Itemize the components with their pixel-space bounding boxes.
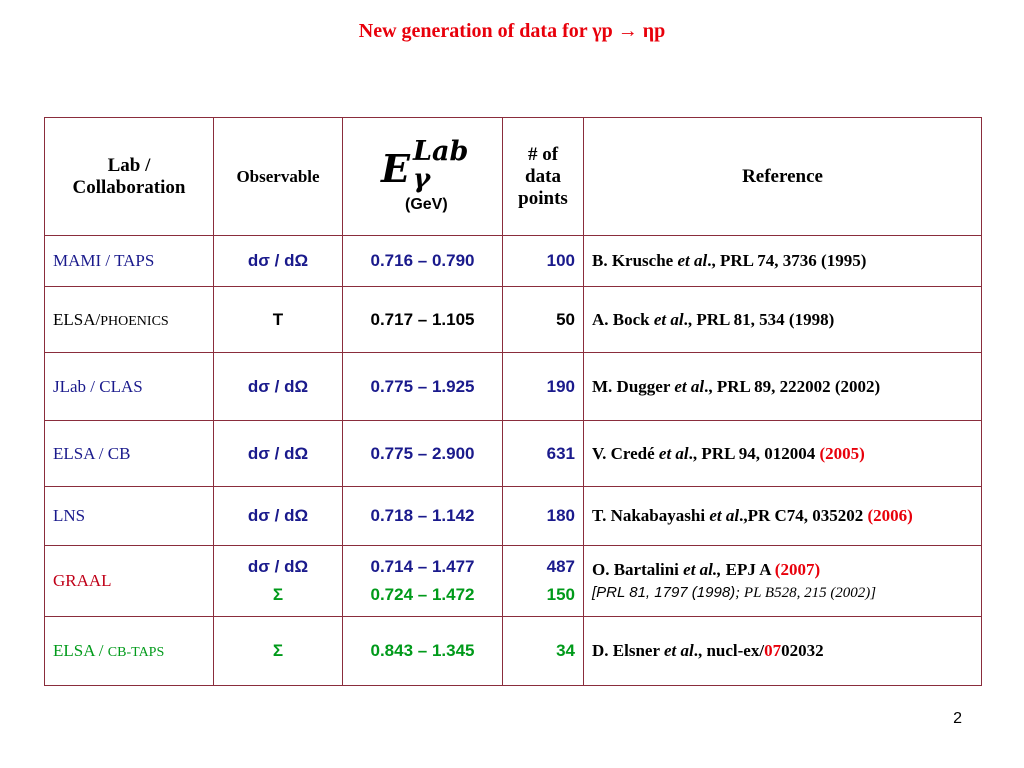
energy-cell: 0.843 – 1.345 bbox=[342, 616, 503, 686]
observable-cell: dσ / dΩ bbox=[213, 486, 343, 546]
slide-title: New generation of data for γp → ηp bbox=[358, 20, 666, 42]
energy-cell: 0.775 – 2.900 bbox=[342, 420, 503, 487]
table-row: ELSA / CB-TAPS Σ 0.843 – 1.345 34 D. Els… bbox=[44, 616, 982, 686]
reference-cell: D. Elsner et al., nucl-ex/0702032 bbox=[583, 616, 982, 686]
energy-cell: 0.718 – 1.142 bbox=[342, 486, 503, 546]
observable-cell: dσ / dΩ bbox=[213, 235, 343, 287]
observable-cell: dσ / dΩ bbox=[213, 352, 343, 421]
header-observable: Observable bbox=[213, 117, 343, 236]
lab-cell: ELSA / CB bbox=[44, 420, 214, 487]
table-row: MAMI / TAPS dσ / dΩ 0.716 – 0.790 100 B.… bbox=[44, 235, 982, 287]
energy-cell: 0.717 – 1.105 bbox=[342, 286, 503, 353]
points-cell: 180 bbox=[502, 486, 584, 546]
observable-cell: dσ / dΩ bbox=[213, 420, 343, 487]
energy-unit: (GeV) bbox=[405, 195, 448, 213]
header-row: Lab / Collaboration Observable E Lab γ (… bbox=[44, 117, 982, 236]
reference-cell: B. Krusche et al., PRL 74, 3736 (1995) bbox=[583, 235, 982, 287]
data-table: Lab / Collaboration Observable E Lab γ (… bbox=[44, 117, 982, 686]
lab-cell: LNS bbox=[44, 486, 214, 546]
points-cell: 34 bbox=[502, 616, 584, 686]
energy-cell: 0.714 – 1.477 0.724 – 1.472 bbox=[342, 545, 503, 617]
table-row: ELSA/PHOENICS T 0.717 – 1.105 50 A. Bock… bbox=[44, 286, 982, 353]
points-cell: 100 bbox=[502, 235, 584, 287]
table-row: GRAAL dσ / dΩ Σ 0.714 – 1.477 0.724 – 1.… bbox=[44, 545, 982, 617]
page-number: 2 bbox=[953, 710, 962, 727]
reference-cell: T. Nakabayashi et al.,PR C74, 035202 (20… bbox=[583, 486, 982, 546]
observable-cell: T bbox=[213, 286, 343, 353]
table-row: ELSA / CB dσ / dΩ 0.775 – 2.900 631 V. C… bbox=[44, 420, 982, 487]
lab-cell: ELSA / CB-TAPS bbox=[44, 616, 214, 686]
points-cell: 631 bbox=[502, 420, 584, 487]
header-energy: E Lab γ (GeV) bbox=[342, 117, 503, 236]
points-cell: 190 bbox=[502, 352, 584, 421]
lab-cell: MAMI / TAPS bbox=[44, 235, 214, 287]
points-cell: 487 150 bbox=[502, 545, 584, 617]
energy-cell: 0.716 – 0.790 bbox=[342, 235, 503, 287]
lab-cell: GRAAL bbox=[44, 545, 214, 617]
energy-symbol: E bbox=[381, 145, 410, 191]
lab-cell: ELSA/PHOENICS bbox=[44, 286, 214, 353]
header-points: # of data points bbox=[502, 117, 584, 236]
reference-cell: A. Bock et al., PRL 81, 534 (1998) bbox=[583, 286, 982, 353]
header-lab: Lab / Collaboration bbox=[44, 117, 214, 236]
reference-cell: V. Credé et al., PRL 94, 012004 (2005) bbox=[583, 420, 982, 487]
reference-cell: M. Dugger et al., PRL 89, 222002 (2002) bbox=[583, 352, 982, 421]
points-cell: 50 bbox=[502, 286, 584, 353]
reference-cell: O. Bartalini et al., EPJ A (2007) [PRL 8… bbox=[583, 545, 982, 617]
table-row: LNS dσ / dΩ 0.718 – 1.142 180 T. Nakabay… bbox=[44, 486, 982, 546]
energy-cell: 0.775 – 1.925 bbox=[342, 352, 503, 421]
header-reference: Reference bbox=[583, 117, 982, 236]
observable-cell: dσ / dΩ Σ bbox=[213, 545, 343, 617]
energy-subscript: γ bbox=[413, 163, 431, 194]
lab-cell: JLab / CLAS bbox=[44, 352, 214, 421]
energy-superscript: Lab bbox=[413, 135, 469, 167]
observable-cell: Σ bbox=[213, 616, 343, 686]
table-row: JLab / CLAS dσ / dΩ 0.775 – 1.925 190 M.… bbox=[44, 352, 982, 421]
